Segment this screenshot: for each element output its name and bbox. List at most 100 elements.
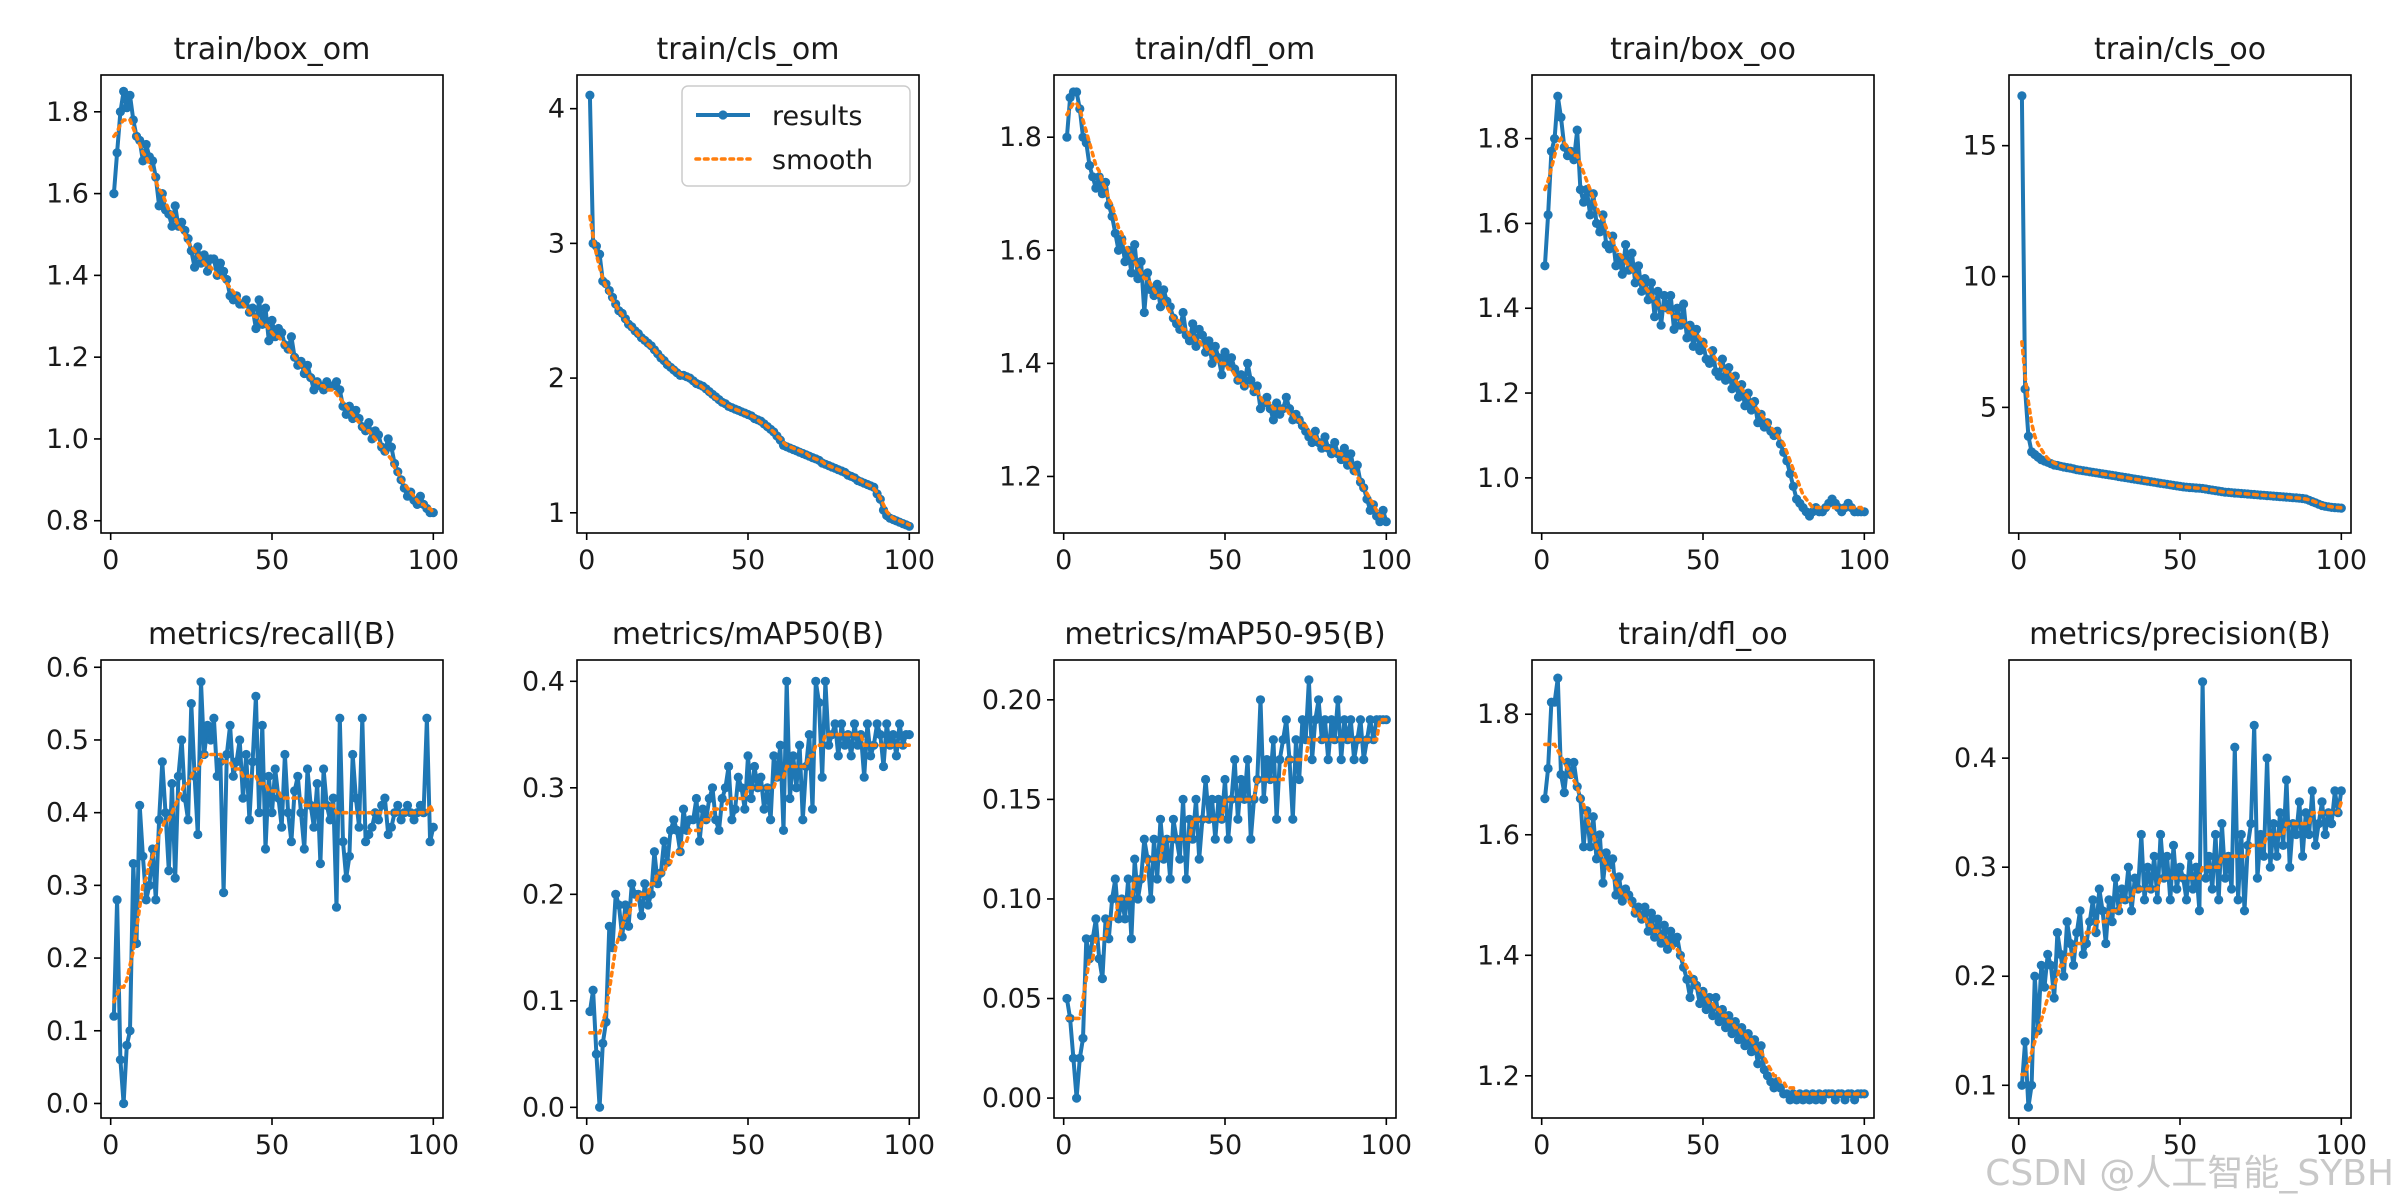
results-point <box>1333 695 1343 705</box>
chart-panel: metrics/precision(B) 0 50 100 0.1 0.2 0.3 0.4 <box>1954 617 2367 1161</box>
results-point <box>904 730 914 740</box>
results-point <box>1659 920 1669 930</box>
results-point <box>1656 320 1666 330</box>
results-point <box>109 1011 119 1021</box>
x-tick-label: 50 <box>2163 545 2197 576</box>
y-tick-label: 3 <box>548 228 565 259</box>
results-point <box>302 764 313 774</box>
results-point <box>2220 873 2230 883</box>
y-tick-label: 1.8 <box>1477 699 1520 730</box>
results-point <box>148 156 158 166</box>
x-tick-label: 50 <box>255 1130 289 1161</box>
results-point <box>141 139 151 150</box>
results-point <box>1375 517 1385 527</box>
results-point <box>2068 960 2079 970</box>
results-point <box>402 800 413 811</box>
results-point <box>756 772 766 782</box>
results-point <box>1579 197 1589 207</box>
results-point <box>383 434 393 444</box>
results-point <box>173 771 183 781</box>
results-point <box>591 1049 602 1059</box>
results-point <box>1727 1029 1737 1039</box>
x-tick-label: 100 <box>884 545 936 576</box>
results-point <box>1139 307 1149 318</box>
results-point <box>1107 894 1117 904</box>
results-point <box>1553 91 1563 101</box>
results-point <box>1733 1035 1744 1045</box>
y-tick-label: 1.4 <box>1477 940 1520 971</box>
results-point <box>759 804 769 814</box>
y-tick-label: 1.2 <box>1477 378 1520 409</box>
results-point <box>830 719 840 729</box>
results-point <box>1695 346 1705 356</box>
legend-results-label: results <box>772 101 862 132</box>
results-point <box>882 719 892 729</box>
results-point <box>1149 834 1159 844</box>
chart-title: metrics/recall(B) <box>148 617 396 652</box>
results-point <box>160 808 171 818</box>
results-point <box>798 815 808 825</box>
results-point <box>1637 286 1647 296</box>
results-point <box>1714 1017 1724 1027</box>
results-point <box>1666 290 1676 301</box>
results-point <box>1294 774 1304 785</box>
results-point <box>1110 228 1120 238</box>
x-tick-label: 0 <box>1533 545 1550 576</box>
results-point <box>688 815 698 825</box>
results-point <box>724 761 734 772</box>
results-point <box>260 303 271 313</box>
results-point <box>1246 375 1256 385</box>
results-point <box>225 720 235 731</box>
results-point <box>730 804 740 814</box>
chart-title: train/cls_om <box>657 32 840 67</box>
results-point <box>1126 268 1136 278</box>
results-point <box>167 221 177 231</box>
results-point <box>2265 862 2275 872</box>
results-point <box>241 749 251 760</box>
results-point <box>319 764 329 774</box>
results-point <box>788 751 798 761</box>
y-tick-label: 1.4 <box>1477 293 1520 324</box>
results-point <box>2259 851 2269 861</box>
y-tick-label: 0.1 <box>1954 1070 1997 1101</box>
results-point <box>1097 974 1107 984</box>
results-point <box>2262 753 2272 763</box>
y-tick-label: 0.15 <box>982 784 1042 815</box>
results-point <box>1281 715 1291 725</box>
results-point <box>2094 884 2104 894</box>
results-point <box>1704 358 1715 368</box>
results-point <box>244 815 254 825</box>
y-tick-label: 0.05 <box>982 984 1042 1015</box>
y-tick-label: 1.2 <box>999 461 1042 492</box>
results-point <box>1094 954 1104 964</box>
y-tick-label: 0.10 <box>982 884 1042 915</box>
results-point <box>859 772 869 782</box>
x-tick-label: 0 <box>578 545 595 576</box>
chart-title: metrics/mAP50(B) <box>612 617 884 652</box>
results-point <box>1346 449 1356 459</box>
results-point <box>141 895 151 905</box>
results-point <box>1146 894 1156 904</box>
results-point <box>1178 794 1188 805</box>
y-tick-label: 0.0 <box>46 1088 89 1119</box>
results-point <box>425 837 435 847</box>
results-point <box>2249 720 2259 731</box>
results-point <box>344 851 354 861</box>
x-tick-label: 0 <box>2010 545 2027 576</box>
results-point <box>2185 851 2195 861</box>
results-point <box>1585 210 1595 220</box>
results-point <box>1126 934 1136 944</box>
results-point <box>2207 884 2217 894</box>
results-point <box>138 851 148 861</box>
results-point <box>1714 371 1724 381</box>
results-point <box>717 793 727 804</box>
results-point <box>1062 993 1072 1004</box>
results-point <box>2194 906 2204 916</box>
results-point <box>2217 819 2227 829</box>
results-point <box>824 740 834 750</box>
results-point <box>2278 840 2288 851</box>
results-point <box>286 837 296 847</box>
results-point <box>1746 405 1756 415</box>
results-point <box>1378 505 1388 515</box>
smooth-line <box>1065 101 1389 518</box>
